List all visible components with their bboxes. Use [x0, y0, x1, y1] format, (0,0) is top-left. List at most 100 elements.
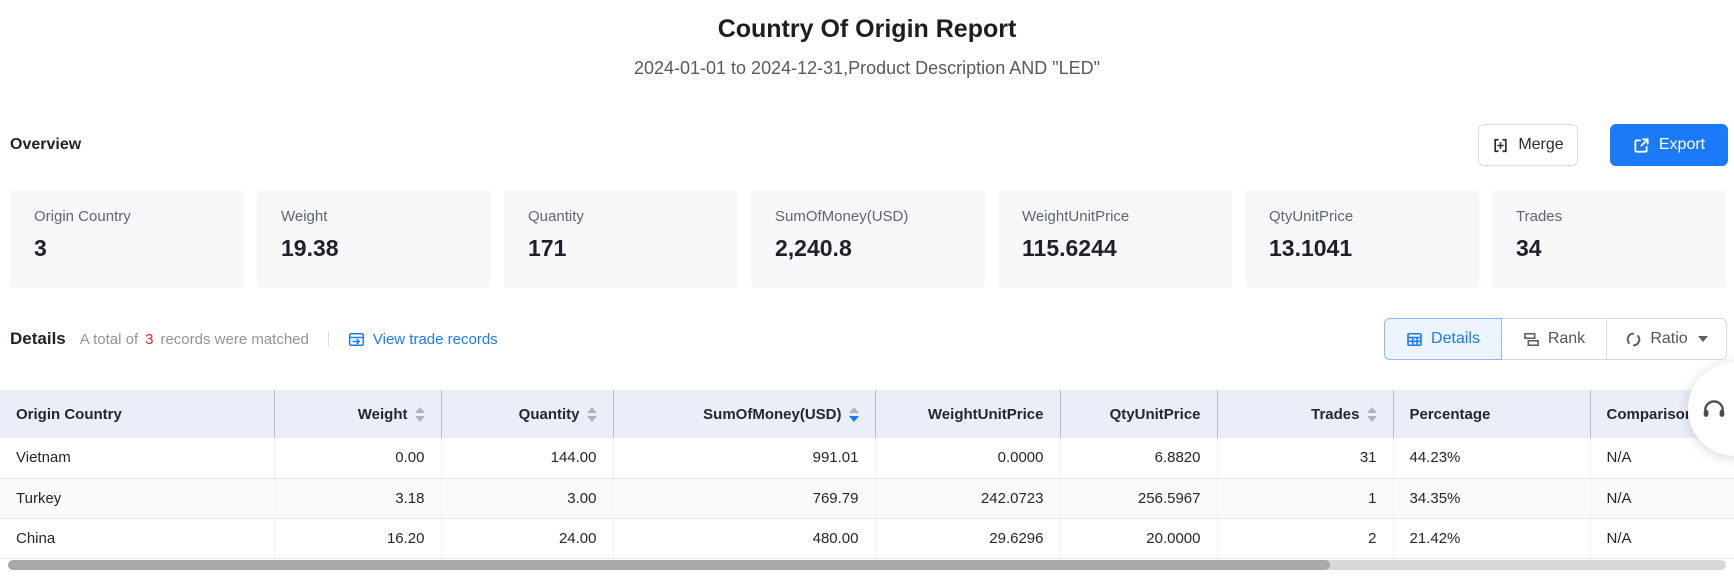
cell-trades: 1: [1217, 478, 1393, 518]
cell-origin-country: China: [0, 518, 274, 558]
card-sum-of-money: SumOfMoney(USD) 2,240.8: [751, 190, 985, 288]
cell-sum-of-money: 991.01: [613, 438, 875, 478]
cell-weight-unit-price: 242.0723: [875, 478, 1060, 518]
cell-sum-of-money: 480.00: [613, 518, 875, 558]
match-total-prefix: A total of: [80, 331, 138, 348]
card-origin-country: Origin Country 3: [10, 190, 244, 288]
cell-quantity: 24.00: [441, 518, 613, 558]
cell-percentage: 34.35%: [1393, 478, 1590, 518]
card-label: QtyUnitPrice: [1269, 208, 1469, 225]
details-table: Origin Country Weight Quantity SumOfMone…: [0, 390, 1734, 559]
column-label: Quantity: [519, 406, 580, 423]
overview-actions: Merge Export: [1478, 124, 1728, 166]
cell-weight-unit-price: 29.6296: [875, 518, 1060, 558]
tab-ratio[interactable]: Ratio: [1606, 318, 1727, 360]
table-row-china: China 16.20 24.00 480.00 29.6296 20.0000…: [0, 518, 1734, 558]
overview-cards: Origin Country 3 Weight 19.38 Quantity 1…: [10, 190, 1726, 288]
overview-section-label: Overview: [10, 136, 81, 154]
page-title: Country Of Origin Report: [0, 15, 1734, 44]
card-trades: Trades 34: [1492, 190, 1726, 288]
tab-ratio-label: Ratio: [1650, 330, 1687, 348]
cell-trades: 31: [1217, 438, 1393, 478]
column-header-trades[interactable]: Trades: [1217, 390, 1393, 438]
column-header-quantity[interactable]: Quantity: [441, 390, 613, 438]
export-button-label: Export: [1659, 136, 1705, 154]
card-value: 115.6244: [1022, 235, 1222, 262]
sort-icon[interactable]: [1367, 407, 1377, 422]
cell-weight-unit-price: 0.0000: [875, 438, 1060, 478]
details-section-label: Details: [10, 329, 66, 349]
cell-weight: 16.20: [274, 518, 441, 558]
cell-qty-unit-price: 6.8820: [1060, 438, 1217, 478]
merge-button[interactable]: Merge: [1478, 124, 1578, 166]
view-mode-switcher: Details Rank Ratio: [1384, 318, 1727, 360]
column-header-origin-country: Origin Country: [0, 390, 274, 438]
cell-weight: 0.00: [274, 438, 441, 478]
column-header-weight-unit-price: WeightUnitPrice: [875, 390, 1060, 438]
ratio-circle-icon: [1625, 331, 1642, 348]
table-row-vietnam: Vietnam 0.00 144.00 991.01 0.0000 6.8820…: [0, 438, 1734, 478]
cell-percentage: 44.23%: [1393, 438, 1590, 478]
card-weight: Weight 19.38: [257, 190, 491, 288]
card-label: Origin Country: [34, 208, 234, 225]
cell-qty-unit-price: 20.0000: [1060, 518, 1217, 558]
cell-origin-country: Vietnam: [0, 438, 274, 478]
report-filter-subtitle: 2024-01-01 to 2024-12-31,Product Descrip…: [0, 58, 1734, 79]
cell-quantity: 3.00: [441, 478, 613, 518]
details-summary: Details A total of 3 records were matche…: [10, 329, 498, 349]
card-value: 19.38: [281, 235, 481, 262]
table-grid-icon: [1406, 331, 1423, 348]
card-value: 34: [1516, 235, 1716, 262]
column-label: Origin Country: [16, 406, 122, 423]
cell-origin-country: Turkey: [0, 478, 274, 518]
tab-rank[interactable]: Rank: [1501, 318, 1607, 360]
cell-sum-of-money: 769.79: [613, 478, 875, 518]
column-header-percentage: Percentage: [1393, 390, 1590, 438]
horizontal-scrollbar-track[interactable]: [8, 560, 1726, 570]
card-weight-unit-price: WeightUnitPrice 115.6244: [998, 190, 1232, 288]
horizontal-scrollbar-thumb[interactable]: [8, 560, 1330, 570]
export-button[interactable]: Export: [1610, 124, 1728, 166]
cell-comparison: N/A: [1590, 518, 1734, 558]
tab-rank-label: Rank: [1548, 330, 1585, 348]
merge-icon: [1492, 137, 1509, 154]
details-bar: Details A total of 3 records were matche…: [10, 317, 1727, 361]
tab-details[interactable]: Details: [1384, 318, 1502, 360]
card-label: Quantity: [528, 208, 728, 225]
vertical-divider: [328, 331, 329, 347]
sort-icon-active-desc[interactable]: [849, 407, 859, 422]
trade-records-icon: [348, 331, 365, 348]
card-label: SumOfMoney(USD): [775, 208, 975, 225]
country-of-origin-report-page: Country Of Origin Report 2024-01-01 to 2…: [0, 0, 1734, 585]
sort-icon[interactable]: [415, 407, 425, 422]
cell-trades: 2: [1217, 518, 1393, 558]
cell-weight: 3.18: [274, 478, 441, 518]
column-label: Percentage: [1410, 406, 1491, 423]
column-label: WeightUnitPrice: [928, 406, 1044, 423]
cell-qty-unit-price: 256.5967: [1060, 478, 1217, 518]
card-qty-unit-price: QtyUnitPrice 13.1041: [1245, 190, 1479, 288]
cell-comparison: N/A: [1590, 478, 1734, 518]
table-row-turkey: Turkey 3.18 3.00 769.79 242.0723 256.596…: [0, 478, 1734, 518]
card-value: 3: [34, 235, 234, 262]
card-quantity: Quantity 171: [504, 190, 738, 288]
column-label: QtyUnitPrice: [1110, 406, 1201, 423]
overview-bar: Overview Merge: [10, 120, 1728, 170]
match-total-suffix: records were matched: [160, 331, 308, 348]
match-count: 3: [138, 331, 160, 348]
view-trade-records-link[interactable]: View trade records: [348, 331, 498, 348]
column-label: Comparison: [1607, 406, 1695, 423]
sort-icon[interactable]: [587, 407, 597, 422]
column-header-sum-of-money[interactable]: SumOfMoney(USD): [613, 390, 875, 438]
column-header-weight[interactable]: Weight: [274, 390, 441, 438]
card-label: WeightUnitPrice: [1022, 208, 1222, 225]
view-trade-records-label: View trade records: [373, 331, 498, 348]
export-icon: [1633, 137, 1650, 154]
column-header-qty-unit-price: QtyUnitPrice: [1060, 390, 1217, 438]
card-label: Trades: [1516, 208, 1716, 225]
column-label: Trades: [1311, 406, 1359, 423]
tab-details-label: Details: [1431, 330, 1480, 348]
cell-quantity: 144.00: [441, 438, 613, 478]
headset-icon: [1700, 395, 1728, 423]
card-label: Weight: [281, 208, 481, 225]
